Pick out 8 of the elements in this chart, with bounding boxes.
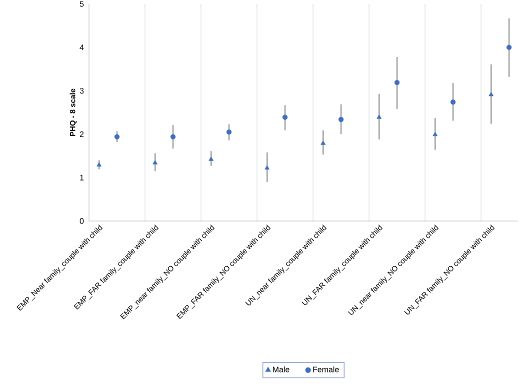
- legend-label: Female: [313, 366, 339, 372]
- y-tick-label: 5: [80, 1, 84, 7]
- y-tick-label: 0: [80, 218, 84, 224]
- y-tick-label: 3: [80, 88, 84, 94]
- y-tick-label: 1: [80, 174, 84, 180]
- y-tick-label: 2: [80, 131, 84, 137]
- y-tick-label: 4: [80, 44, 84, 50]
- legend-label: Male: [273, 366, 290, 372]
